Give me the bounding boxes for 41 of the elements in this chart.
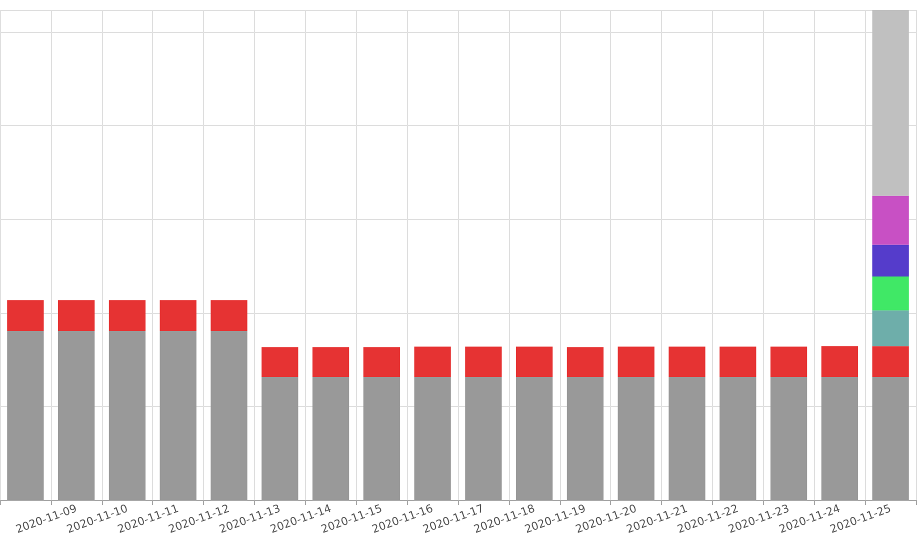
bar (770, 346, 808, 378)
bar (566, 377, 604, 500)
bar (872, 244, 909, 277)
bar (58, 300, 95, 331)
bar (720, 346, 756, 378)
bar (720, 377, 756, 500)
bar (108, 300, 146, 331)
bar (414, 377, 451, 500)
bar (516, 346, 553, 378)
bar (821, 346, 858, 378)
bar (414, 346, 451, 378)
bar (210, 300, 248, 331)
bar (262, 377, 298, 500)
bar (872, 310, 909, 346)
bar (262, 347, 298, 378)
bar (872, 346, 909, 378)
bar (872, 377, 909, 500)
bar (770, 377, 808, 500)
bar (210, 330, 248, 500)
bar (160, 330, 196, 500)
bar (872, 276, 909, 310)
bar (618, 346, 654, 378)
bar (668, 346, 706, 378)
bar (312, 347, 350, 378)
bar (363, 377, 400, 500)
bar (58, 330, 95, 500)
bar (872, 10, 909, 196)
bar (566, 347, 604, 378)
bar (872, 196, 909, 245)
bar (363, 347, 400, 378)
bar (618, 377, 654, 500)
bar (7, 300, 44, 331)
bar (668, 377, 706, 500)
bar (516, 377, 553, 500)
bar (160, 300, 196, 331)
bar (465, 346, 502, 378)
bar (821, 377, 858, 500)
bar (465, 377, 502, 500)
bar (108, 330, 146, 500)
bar (312, 377, 350, 500)
bar (7, 330, 44, 500)
